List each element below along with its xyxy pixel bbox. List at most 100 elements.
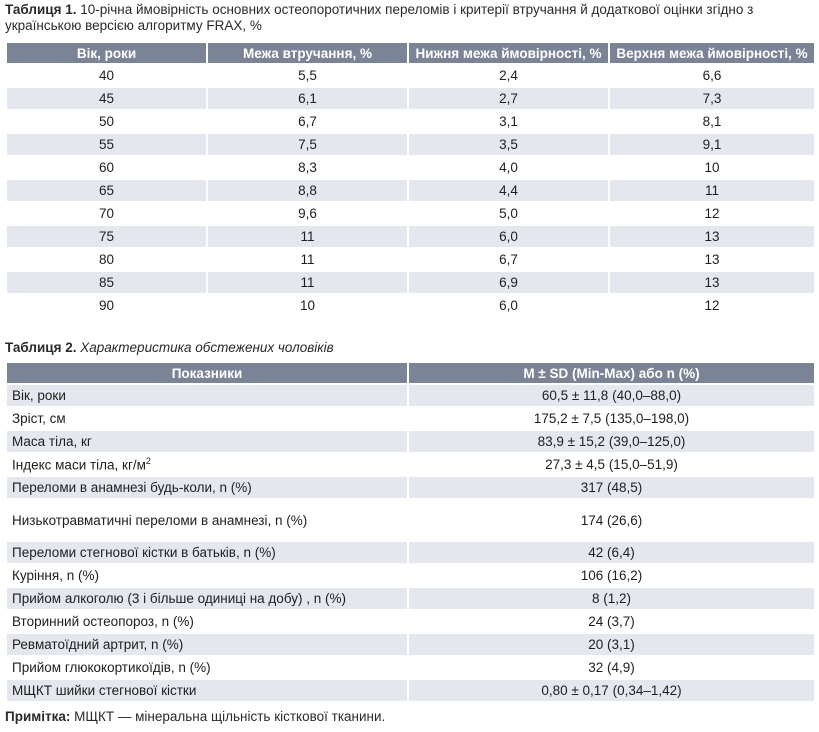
indicator-label: Ревматоїдний артрит, n (%) <box>12 637 184 652</box>
table-row: 55 7,5 3,5 9,1 <box>7 134 814 155</box>
value-cell: 8 (1,2) <box>409 588 814 609</box>
table-row: 50 6,7 3,1 8,1 <box>7 111 814 132</box>
table-cell: 8,3 <box>208 157 407 178</box>
table-cell: 85 <box>7 272 206 293</box>
table-row: 70 9,6 5,0 12 <box>7 203 814 224</box>
table-cell: 9,1 <box>610 134 814 155</box>
table-cell: 10 <box>610 157 814 178</box>
table-cell: 3,1 <box>409 111 608 132</box>
table2-header-value: M ± SD (Min-Max) або n (%) <box>409 363 814 383</box>
table2: Показники M ± SD (Min-Max) або n (%) Вік… <box>5 361 816 703</box>
value-cell: 32 (4,9) <box>409 657 814 678</box>
table-cell: 4,4 <box>409 180 608 201</box>
table-cell: 65 <box>7 180 206 201</box>
table-cell: 75 <box>7 226 206 247</box>
table-row: 80 11 6,7 13 <box>7 249 814 270</box>
indicator-cell: Переломи стегнової кістки в батьків, n (… <box>7 542 407 563</box>
table1-header-row: Вік, роки Межа втручання, % Нижня межа й… <box>7 43 814 63</box>
table-row: Ревматоїдний артрит, n (%) 20 (3,1) <box>7 634 814 655</box>
indicator-cell: МЩКТ шийки стегнової кістки <box>7 680 407 701</box>
table1-header-age: Вік, роки <box>7 43 206 63</box>
table-cell: 80 <box>7 249 206 270</box>
table-row: Переломи в анамнезі будь-коли, n (%) 317 … <box>7 477 814 498</box>
table-row: Вторинний остеопороз, n (%) 24 (3,7) <box>7 611 814 632</box>
indicator-label: Зріст, см <box>12 411 66 426</box>
value-cell: 83,9 ± 15,2 (39,0–125,0) <box>409 431 814 452</box>
table-cell: 5,5 <box>208 65 407 86</box>
note-text: МЩКТ — мінеральна щільність кісткової тк… <box>74 709 386 724</box>
table1: Вік, роки Межа втручання, % Нижня межа й… <box>5 41 816 318</box>
table-cell: 11 <box>208 249 407 270</box>
table-cell: 8,1 <box>610 111 814 132</box>
value-cell: 27,3 ± 4,5 (15,0–51,9) <box>409 454 814 475</box>
table-cell: 40 <box>7 65 206 86</box>
indicator-label: Переломи в анамнезі будь-коли, n (%) <box>12 480 252 495</box>
value-cell: 317 (48,5) <box>409 477 814 498</box>
value-cell: 42 (6,4) <box>409 542 814 563</box>
note-label: Примітка: <box>5 709 71 724</box>
table1-caption: Таблиця 1. 10-річна ймовірність основних… <box>5 2 817 34</box>
value-cell: 24 (3,7) <box>409 611 814 632</box>
value-cell: 106 (16,2) <box>409 565 814 586</box>
table-cell: 90 <box>7 295 206 316</box>
table-row: 65 8,8 4,4 11 <box>7 180 814 201</box>
table-row: Прийом глюкокортикоїдів, n (%) 32 (4,9) <box>7 657 814 678</box>
table-cell: 2,7 <box>409 88 608 109</box>
table2-caption-label: Таблиця 2. <box>5 340 77 355</box>
table-cell: 13 <box>610 226 814 247</box>
indicator-label: Низькотравматичні переломи в анамнезі, n… <box>12 512 308 528</box>
table-cell: 6,7 <box>409 249 608 270</box>
table-row: 90 10 6,0 12 <box>7 295 814 316</box>
indicator-label: Прийом глюкокортикоїдів, n (%) <box>12 660 211 675</box>
table-row: Низькотравматичні переломи в анамнезі, n… <box>7 500 814 540</box>
indicator-cell: Вік, роки <box>7 385 407 406</box>
table-cell: 4,0 <box>409 157 608 178</box>
table-row: 60 8,3 4,0 10 <box>7 157 814 178</box>
table-cell: 3,5 <box>409 134 608 155</box>
indicator-cell: Ревматоїдний артрит, n (%) <box>7 634 407 655</box>
table-cell: 12 <box>610 295 814 316</box>
table1-caption-text: 10-річна ймовірність основних остеопорот… <box>5 2 754 33</box>
indicator-cell: Вторинний остеопороз, n (%) <box>7 611 407 632</box>
indicator-label: Куріння, n (%) <box>12 568 99 583</box>
table-cell: 6,9 <box>409 272 608 293</box>
table-cell: 7,3 <box>610 88 814 109</box>
table2-header-indicator: Показники <box>7 363 407 383</box>
indicator-cell: Прийом глюкокортикоїдів, n (%) <box>7 657 407 678</box>
value-cell: 20 (3,1) <box>409 634 814 655</box>
indicator-label: МЩКТ шийки стегнової кістки <box>12 683 197 698</box>
table-row: Вік, роки 60,5 ± 11,8 (40,0–88,0) <box>7 385 814 406</box>
table-row: 40 5,5 2,4 6,6 <box>7 65 814 86</box>
bmi-superscript: 2 <box>145 456 151 467</box>
table1-header-intervention: Межа втручання, % <box>208 43 407 63</box>
table-row: Переломи стегнової кістки в батьків, n (… <box>7 542 814 563</box>
table-cell: 13 <box>610 249 814 270</box>
table-cell: 55 <box>7 134 206 155</box>
table-row: Маса тіла, кг 83,9 ± 15,2 (39,0–125,0) <box>7 431 814 452</box>
value-cell: 175,2 ± 7,5 (135,0–198,0) <box>409 408 814 429</box>
table-cell: 6,7 <box>208 111 407 132</box>
indicator-label: Прийом алкоголю (3 і більше одиниці на д… <box>12 591 347 606</box>
table-row: МЩКТ шийки стегнової кістки 0,80 ± 0,17 (… <box>7 680 814 701</box>
indicator-cell: Зріст, см <box>7 408 407 429</box>
table-row: 45 6,1 2,7 7,3 <box>7 88 814 109</box>
table-cell: 8,8 <box>208 180 407 201</box>
value-cell: 174 (26,6) <box>409 500 814 540</box>
table-cell: 6,6 <box>610 65 814 86</box>
indicator-cell: Куріння, n (%) <box>7 565 407 586</box>
value-cell: 0,80 ± 0,17 (0,34–1,42) <box>409 680 814 701</box>
table-row: Зріст, см 175,2 ± 7,5 (135,0–198,0) <box>7 408 814 429</box>
table-cell: 70 <box>7 203 206 224</box>
table1-header-upper: Верхня межа ймовірності, % <box>610 43 814 63</box>
table-cell: 13 <box>610 272 814 293</box>
table-row: Прийом алкоголю (3 і більше одиниці на д… <box>7 588 814 609</box>
table-row: Індекс маси тіла, кг/м2 27,3 ± 4,5 (15,0–… <box>7 454 814 475</box>
table-cell: 5,0 <box>409 203 608 224</box>
table-note: Примітка: МЩКТ — мінеральна щільність кі… <box>5 709 385 724</box>
table-cell: 2,4 <box>409 65 608 86</box>
indicator-label: Маса тіла, кг <box>12 434 92 449</box>
table-cell: 45 <box>7 88 206 109</box>
table-cell: 12 <box>610 203 814 224</box>
indicator-label: Вторинний остеопороз, n (%) <box>12 614 194 629</box>
table-cell: 11 <box>610 180 814 201</box>
